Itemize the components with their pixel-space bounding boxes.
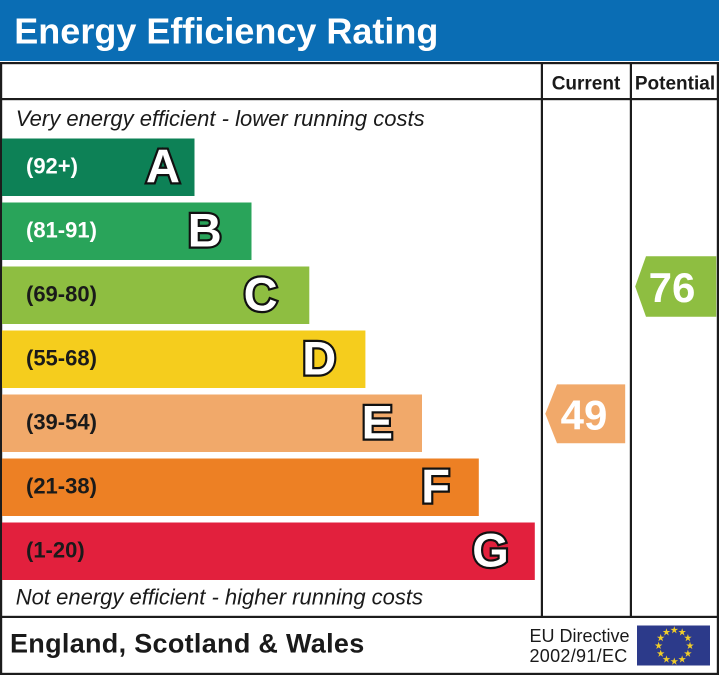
svg-text:A: A	[146, 140, 180, 193]
svg-text:Potential: Potential	[635, 74, 715, 95]
svg-text:B: B	[188, 204, 222, 257]
svg-text:(69-80): (69-80)	[26, 282, 97, 307]
svg-text:Not energy efficient - higher: Not energy efficient - higher running co…	[16, 585, 423, 610]
svg-text:(55-68): (55-68)	[26, 346, 97, 371]
svg-text:(81-91): (81-91)	[26, 218, 97, 243]
svg-text:EU Directive: EU Directive	[530, 626, 630, 646]
svg-text:F: F	[421, 460, 450, 513]
svg-text:C: C	[244, 268, 278, 321]
svg-text:E: E	[362, 396, 393, 449]
svg-text:Very energy efficient - lower: Very energy efficient - lower running co…	[16, 106, 425, 131]
svg-text:(21-38): (21-38)	[26, 474, 97, 499]
svg-text:49: 49	[561, 392, 608, 439]
svg-text:England, Scotland & Wales: England, Scotland & Wales	[10, 629, 365, 659]
svg-text:76: 76	[649, 264, 696, 311]
svg-text:G: G	[472, 524, 509, 577]
svg-text:(1-20): (1-20)	[26, 538, 85, 563]
svg-text:(39-54): (39-54)	[26, 410, 97, 435]
svg-text:D: D	[302, 332, 336, 385]
svg-text:2002/91/EC: 2002/91/EC	[530, 646, 628, 666]
svg-text:Energy Efficiency Rating: Energy Efficiency Rating	[14, 11, 438, 52]
svg-text:(92+): (92+)	[26, 154, 78, 179]
svg-text:Current: Current	[552, 74, 621, 95]
